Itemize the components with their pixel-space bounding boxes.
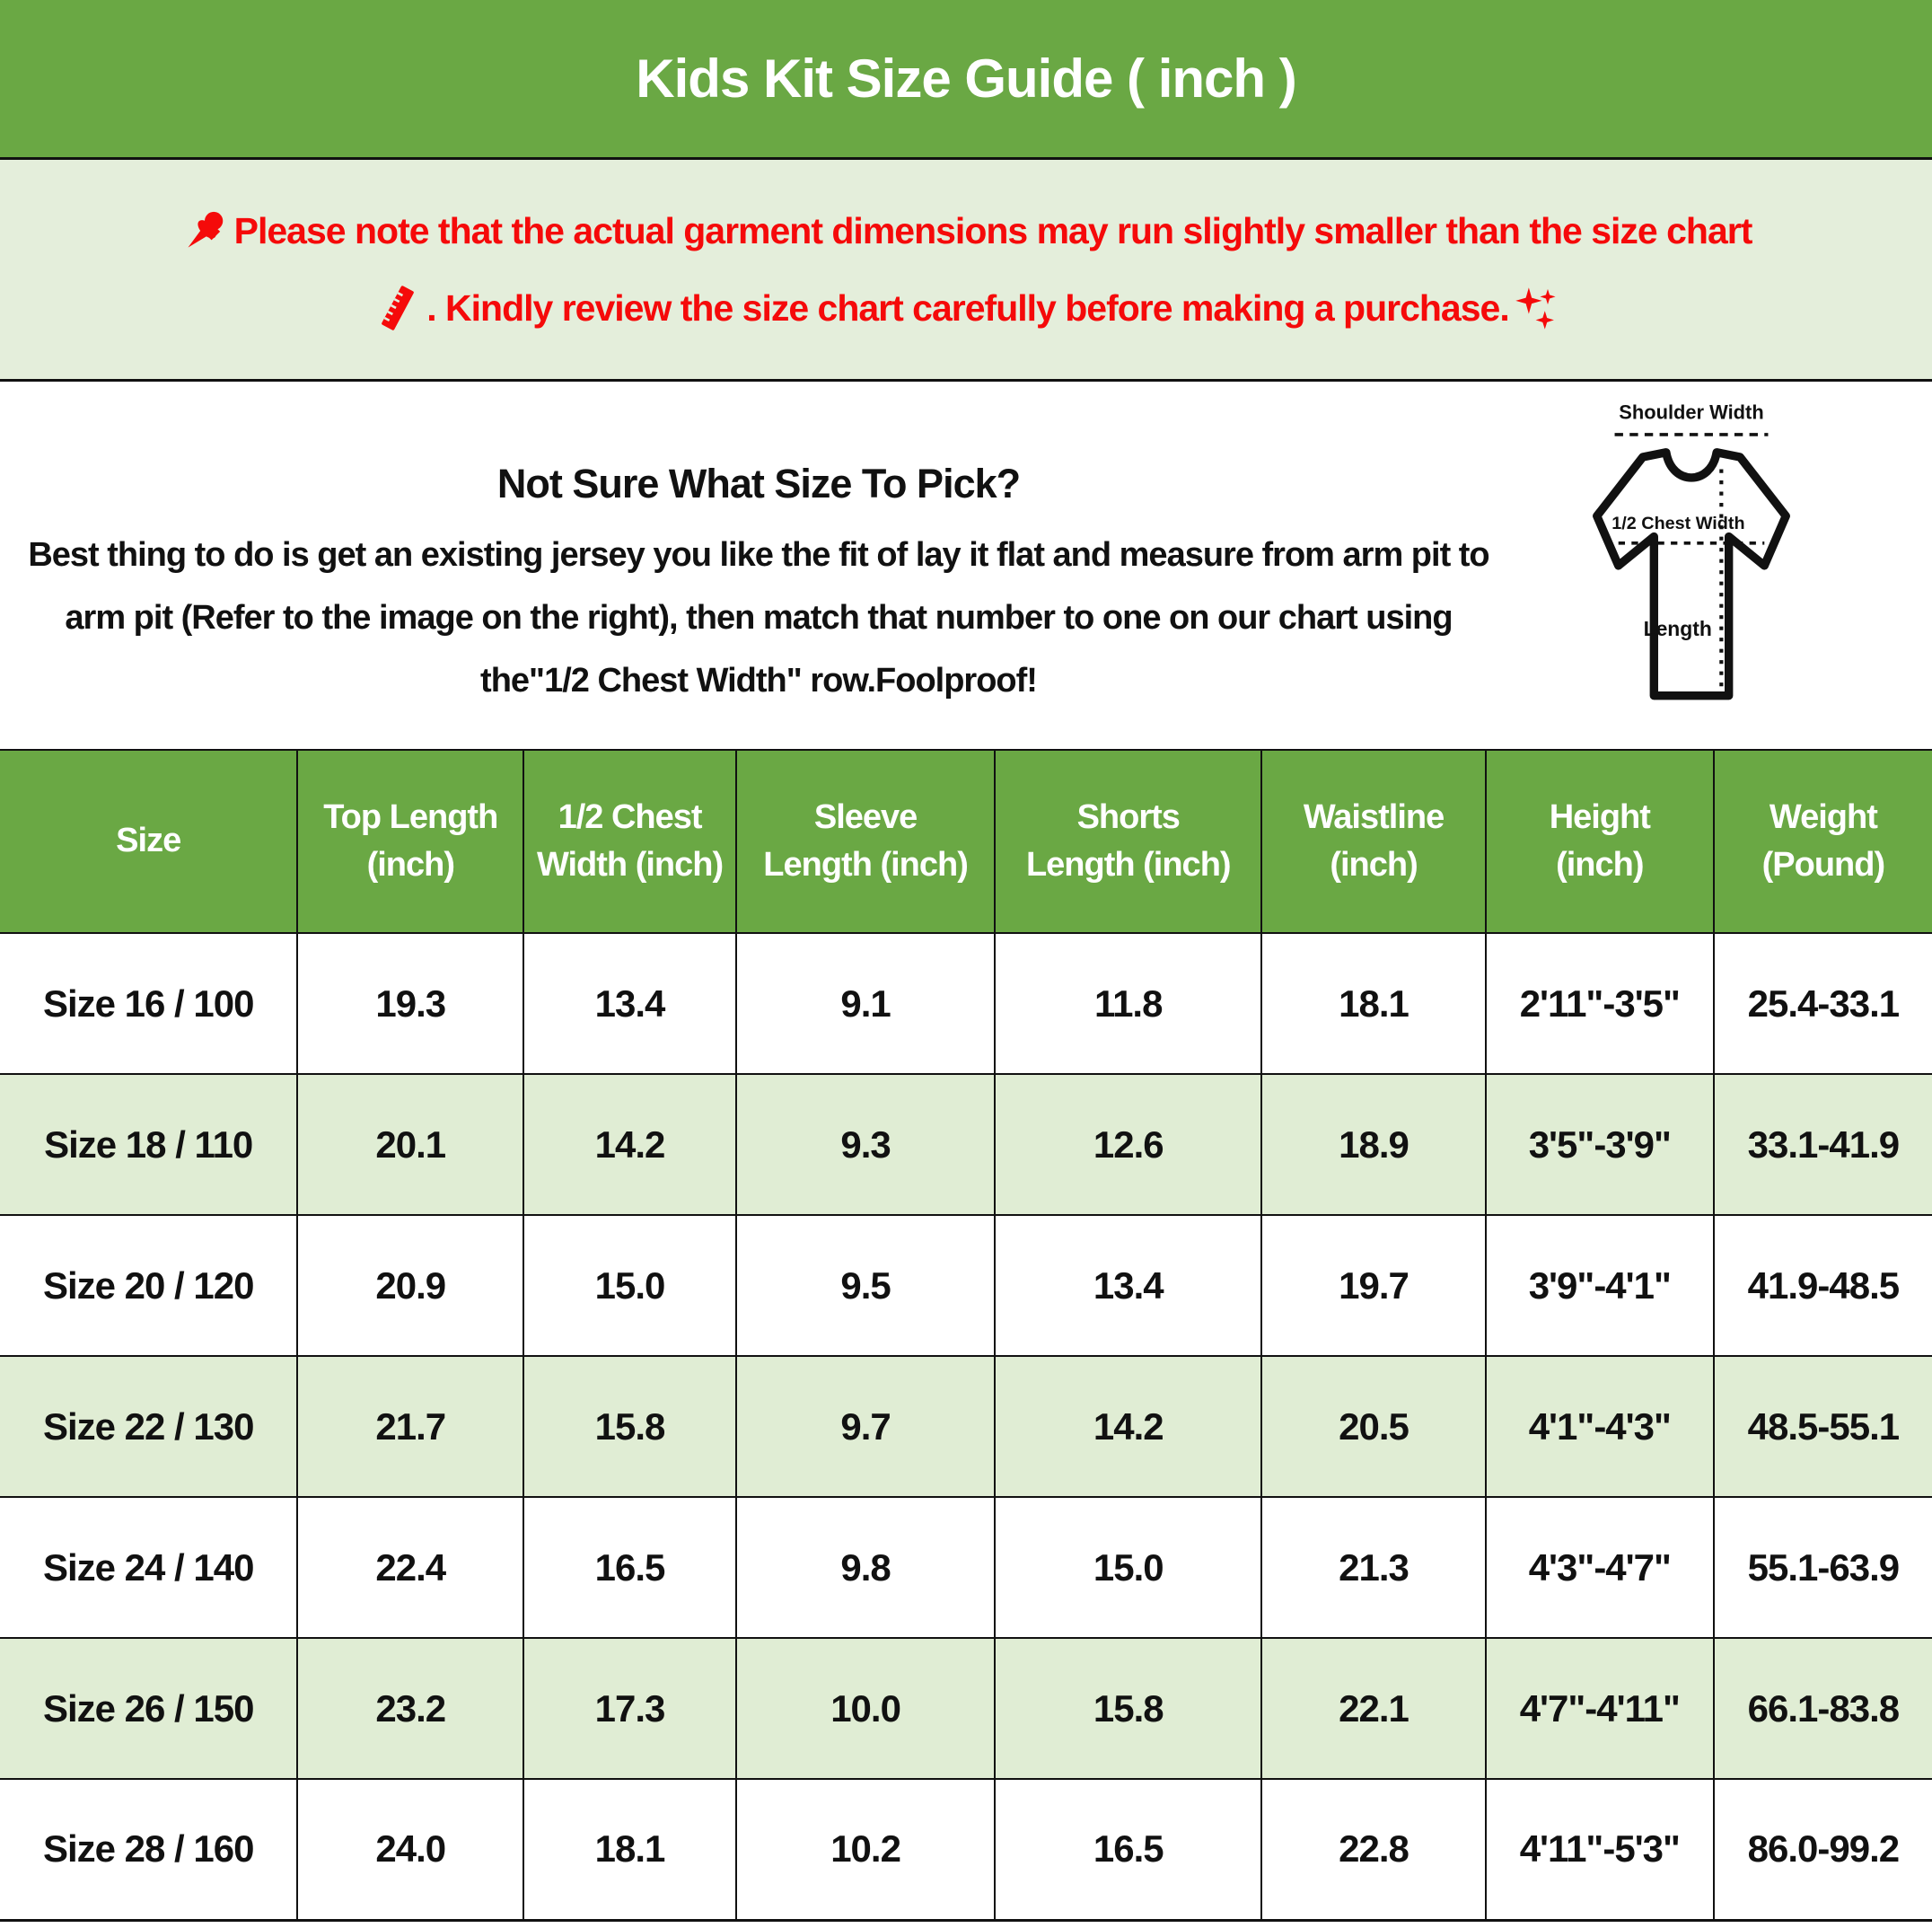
waistline-cell: 21.3 <box>1260 1496 1487 1639</box>
height-cell: 4'3"-4'7" <box>1484 1496 1715 1639</box>
col-header-shorts-length: Shorts Length (inch) <box>994 749 1263 934</box>
table-row: Size 22 / 130 21.7 15.8 9.7 14.2 20.5 4'… <box>0 1355 1932 1498</box>
size-table: Size Top Length (inch) 1/2 Chest Width (… <box>0 749 1932 1922</box>
waistline-cell: 22.8 <box>1260 1778 1487 1921</box>
half-chest-cell: 15.0 <box>523 1214 737 1357</box>
col-header-half-chest-width: 1/2 Chest Width (inch) <box>523 749 737 934</box>
top-length-cell: 21.7 <box>296 1355 525 1498</box>
col-header-height: Height (inch) <box>1484 749 1715 934</box>
weight-cell: 86.0-99.2 <box>1712 1778 1932 1921</box>
title-bar: Kids Kit Size Guide ( inch ) <box>0 0 1932 160</box>
shorts-length-cell: 11.8 <box>994 932 1263 1075</box>
top-length-cell: 19.3 <box>296 932 525 1075</box>
table-row: Size 18 / 110 20.1 14.2 9.3 12.6 18.9 3'… <box>0 1073 1932 1216</box>
page-title: Kids Kit Size Guide ( inch ) <box>636 48 1296 109</box>
col-header-top-length: Top Length (inch) <box>296 749 525 934</box>
shorts-length-cell: 13.4 <box>994 1214 1263 1357</box>
weight-cell: 55.1-63.9 <box>1712 1496 1932 1639</box>
height-cell: 2'11"-3'5" <box>1484 932 1715 1075</box>
size-cell: Size 20 / 120 <box>0 1214 299 1357</box>
size-help-body: Best thing to do is get an existing jers… <box>28 536 1489 700</box>
sleeve-length-cell: 9.5 <box>734 1214 997 1357</box>
size-cell: Size 26 / 150 <box>0 1637 299 1780</box>
table-row: Size 26 / 150 23.2 17.3 10.0 15.8 22.1 4… <box>0 1637 1932 1780</box>
weight-cell: 25.4-33.1 <box>1712 932 1932 1075</box>
table-row: Size 24 / 140 22.4 16.5 9.8 15.0 21.3 4'… <box>0 1496 1932 1639</box>
shoulder-width-label: Shoulder Width <box>1619 401 1763 423</box>
table-row: Size 20 / 120 20.9 15.0 9.5 13.4 19.7 3'… <box>0 1214 1932 1357</box>
sleeve-length-cell: 10.0 <box>734 1637 997 1780</box>
sleeve-length-cell: 9.1 <box>734 932 997 1075</box>
top-length-cell: 22.4 <box>296 1496 525 1639</box>
shorts-length-cell: 15.8 <box>994 1637 1263 1780</box>
half-chest-cell: 17.3 <box>523 1637 737 1780</box>
shorts-length-cell: 14.2 <box>994 1355 1263 1498</box>
half-chest-cell: 13.4 <box>523 932 737 1075</box>
length-label: Length <box>1644 617 1712 640</box>
sleeve-length-cell: 9.3 <box>734 1073 997 1216</box>
col-header-sleeve-length: Sleeve Length (inch) <box>734 749 997 934</box>
half-chest-cell: 18.1 <box>523 1778 737 1921</box>
height-cell: 4'1"-4'3" <box>1484 1355 1715 1498</box>
top-length-cell: 23.2 <box>296 1637 525 1780</box>
weight-cell: 66.1-83.8 <box>1712 1637 1932 1780</box>
height-cell: 3'9"-4'1" <box>1484 1214 1715 1357</box>
top-length-cell: 24.0 <box>296 1778 525 1921</box>
waistline-cell: 18.9 <box>1260 1073 1487 1216</box>
tshirt-measurement-diagram: Shoulder Width 1/2 Chest Width Length <box>1593 401 1790 700</box>
size-cell: Size 16 / 100 <box>0 932 299 1075</box>
col-header-size: Size <box>0 749 299 934</box>
sparkles-icon <box>1515 287 1556 330</box>
height-cell: 4'11"-5'3" <box>1484 1778 1715 1921</box>
weight-cell: 48.5-55.1 <box>1712 1355 1932 1498</box>
half-chest-cell: 14.2 <box>523 1073 737 1216</box>
tshirt-outline <box>1593 448 1790 700</box>
col-header-weight: Weight (Pound) <box>1712 749 1932 934</box>
table-row: Size 28 / 160 24.0 18.1 10.2 16.5 22.8 4… <box>0 1778 1932 1921</box>
height-cell: 3'5"-3'9" <box>1484 1073 1715 1216</box>
top-length-cell: 20.9 <box>296 1214 525 1357</box>
weight-cell: 33.1-41.9 <box>1712 1073 1932 1216</box>
size-help-text: Not Sure What Size To Pick? Best thing t… <box>0 382 1517 712</box>
top-length-cell: 20.1 <box>296 1073 525 1216</box>
height-cell: 4'7"-4'11" <box>1484 1637 1715 1780</box>
waistline-cell: 22.1 <box>1260 1637 1487 1780</box>
ruler-icon <box>382 286 415 330</box>
waistline-cell: 20.5 <box>1260 1355 1487 1498</box>
notice-text-1: Please note that the actual garment dime… <box>233 210 1753 251</box>
pushpin-icon <box>188 211 223 248</box>
chest-width-label: 1/2 Chest Width <box>1611 514 1744 533</box>
sleeve-length-cell: 10.2 <box>734 1778 997 1921</box>
sleeve-length-cell: 9.8 <box>734 1496 997 1639</box>
half-chest-cell: 16.5 <box>523 1496 737 1639</box>
waistline-cell: 18.1 <box>1260 932 1487 1075</box>
size-cell: Size 22 / 130 <box>0 1355 299 1498</box>
half-chest-cell: 15.8 <box>523 1355 737 1498</box>
table-row: Size 16 / 100 19.3 13.4 9.1 11.8 18.1 2'… <box>0 932 1932 1075</box>
notice-line-1: Please note that the actual garment dime… <box>180 192 1752 269</box>
header-row: Size Top Length (inch) 1/2 Chest Width (… <box>0 749 1932 934</box>
size-cell: Size 28 / 160 <box>0 1778 299 1921</box>
notice-line-2: . Kindly review the size chart carefully… <box>373 269 1559 347</box>
shorts-length-cell: 12.6 <box>994 1073 1263 1216</box>
size-help-heading: Not Sure What Size To Pick? <box>496 461 1021 506</box>
sleeve-length-cell: 9.7 <box>734 1355 997 1498</box>
size-help-section: Not Sure What Size To Pick? Best thing t… <box>0 382 1932 749</box>
notice-text-2: . Kindly review the size chart carefully… <box>426 287 1509 329</box>
shorts-length-cell: 15.0 <box>994 1496 1263 1639</box>
notice-banner: Please note that the actual garment dime… <box>0 160 1932 382</box>
shorts-length-cell: 16.5 <box>994 1778 1263 1921</box>
waistline-cell: 19.7 <box>1260 1214 1487 1357</box>
size-cell: Size 24 / 140 <box>0 1496 299 1639</box>
size-cell: Size 18 / 110 <box>0 1073 299 1216</box>
col-header-waistline: Waistline (inch) <box>1260 749 1487 934</box>
weight-cell: 41.9-48.5 <box>1712 1214 1932 1357</box>
